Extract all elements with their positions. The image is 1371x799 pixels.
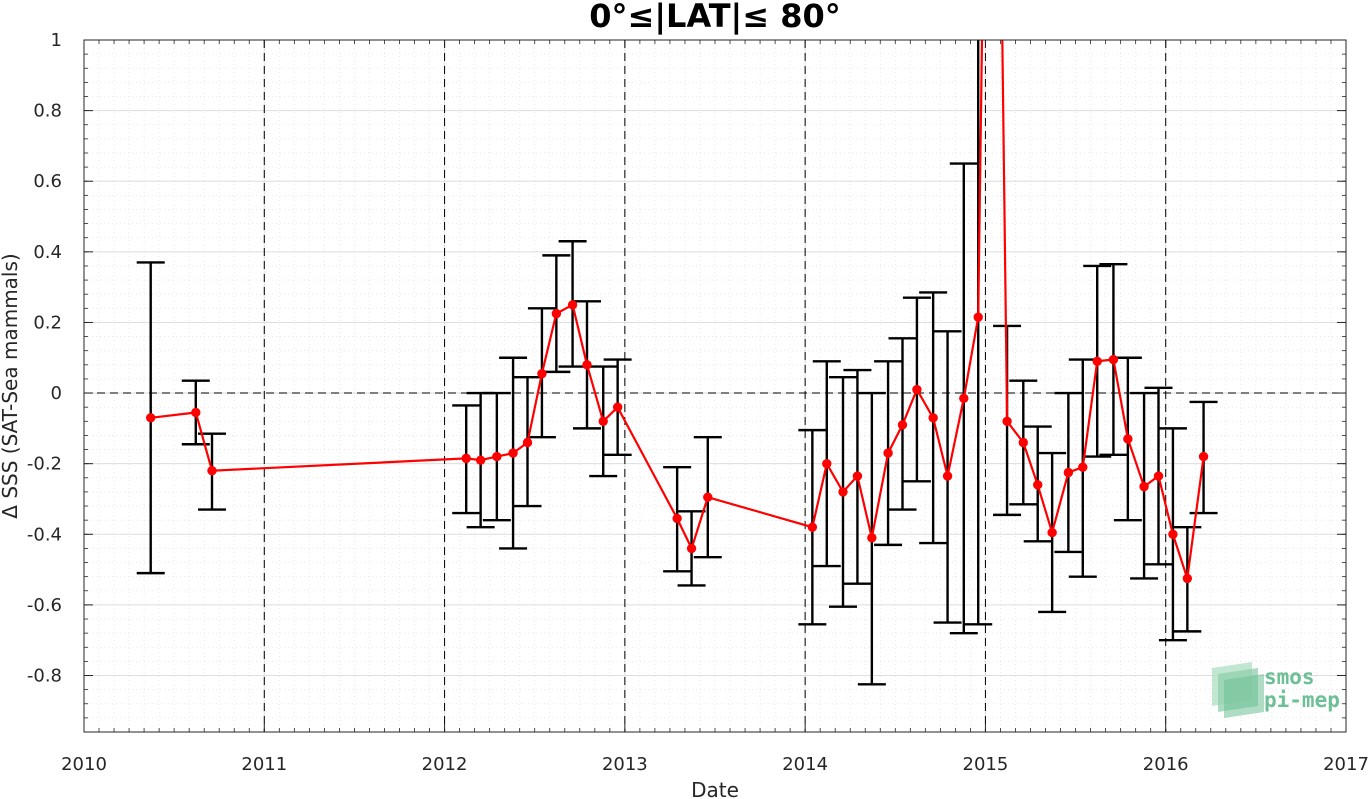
y-tick-label: 0.8 (33, 101, 62, 122)
data-point (191, 407, 201, 418)
y-tick-label: -0.4 (27, 524, 62, 545)
data-point (883, 448, 893, 458)
data-point (207, 466, 217, 476)
x-axis-label: Date (691, 778, 739, 799)
data-point (686, 543, 697, 554)
data-point (1123, 434, 1133, 444)
data-point (807, 522, 818, 532)
data-point (973, 312, 983, 322)
x-tick-label: 2013 (602, 754, 648, 775)
data-point (567, 300, 578, 310)
data-point (1182, 573, 1193, 584)
data-point (146, 413, 156, 423)
y-tick-label: 0.2 (33, 312, 62, 333)
data-point (492, 451, 502, 462)
data-point (912, 384, 922, 395)
series-markers (146, 300, 1209, 584)
smos-pi-mep-logo: smos pi-mep (1212, 662, 1340, 718)
data-point (1018, 437, 1028, 448)
data-point (612, 402, 623, 412)
data-point (537, 368, 547, 379)
y-tick-label: 0.4 (33, 242, 62, 263)
series-line (150, 40, 1205, 579)
data-point (959, 393, 969, 404)
data-point (942, 471, 953, 481)
data-point (1139, 481, 1149, 492)
data-point (1092, 356, 1102, 366)
logo-waves-icon (1212, 662, 1264, 718)
data-point (1063, 467, 1074, 478)
data-point (551, 308, 562, 319)
y-tick-label: -0.8 (27, 666, 62, 687)
data-point (1002, 416, 1012, 427)
data-point (508, 448, 518, 458)
x-tick-label: 2010 (61, 754, 107, 775)
data-point (475, 455, 486, 465)
y-tick-label: 0 (51, 383, 62, 404)
x-tick-label: 2014 (782, 754, 828, 775)
data-point (852, 471, 863, 481)
data-point (822, 458, 832, 469)
chart-title: 0°≤|LAT|≤ 80° (589, 0, 840, 36)
data-point (867, 533, 877, 543)
data-point (582, 360, 592, 370)
data-point (672, 513, 682, 524)
data-point (838, 487, 848, 497)
data-point (1108, 354, 1119, 365)
y-tick-label: 0.6 (33, 171, 62, 192)
data-point (598, 416, 608, 427)
data-point (703, 492, 713, 502)
data-point (1033, 480, 1043, 490)
y-axis-ticks: 1 0.8 0.6 0.4 0.2 0 -0.2 -0.4 -0.6 -0.8 (27, 30, 1346, 733)
x-tick-label: 2016 (1143, 754, 1189, 775)
data-point (1168, 529, 1178, 539)
series-line-group (150, 40, 1205, 579)
x-axis-ticks: 2010 2011 2012 2013 2014 2015 2016 2017 (61, 40, 1369, 775)
x-tick-label: 2015 (963, 754, 1009, 775)
reference-lines (84, 40, 1346, 732)
logo-text-bottom: pi-mep (1264, 688, 1340, 712)
data-point (1153, 471, 1164, 481)
y-tick-label: -0.6 (27, 595, 62, 616)
data-point (1198, 451, 1209, 462)
data-point (928, 413, 938, 423)
data-point (461, 453, 471, 464)
data-point (1078, 462, 1088, 472)
y-tick-label: 1 (51, 30, 62, 51)
data-point (897, 420, 908, 430)
y-axis-label: Δ SSS (SAT-Sea mammals) (0, 253, 22, 518)
data-point (1047, 527, 1057, 538)
data-point (522, 437, 533, 448)
logo-text-top: smos (1264, 665, 1315, 689)
x-tick-label: 2012 (422, 754, 468, 775)
x-tick-label: 2017 (1323, 754, 1369, 775)
y-tick-label: -0.2 (27, 454, 62, 475)
x-tick-label: 2011 (241, 754, 287, 775)
